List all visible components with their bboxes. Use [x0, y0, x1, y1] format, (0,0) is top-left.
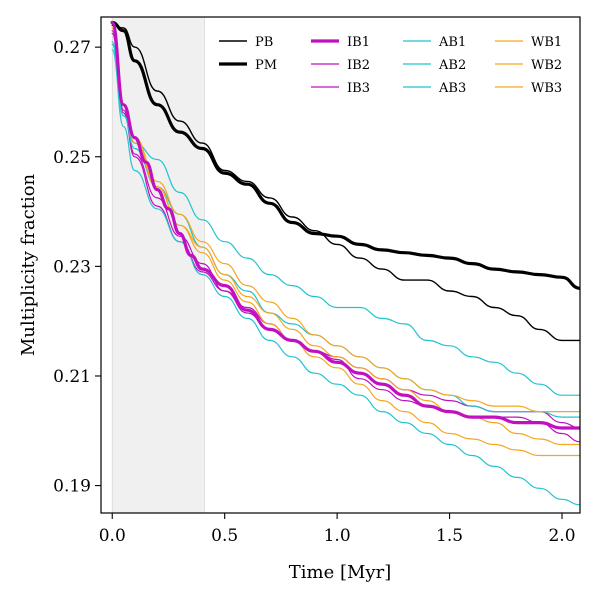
series-line-pm [110, 20, 580, 290]
series-line-ab1 [111, 41, 580, 396]
series-line-ab3 [111, 49, 580, 506]
series-line-wb3 [111, 21, 580, 457]
series-layer [110, 20, 580, 506]
legend-label-ib1: IB1 [347, 35, 370, 50]
x-ticks: 0.0 0.5 1.0 1.5 2.0 [99, 513, 576, 546]
shaded-region-layer [111, 16, 205, 514]
x-tick-label: 0.5 [211, 526, 238, 546]
series-line-wb1 [111, 24, 580, 413]
legend-label-wb2: WB2 [531, 58, 562, 73]
legend-label-pb: PB [255, 35, 273, 50]
legend-label-wb3: WB3 [531, 81, 562, 96]
y-ticks: 0.19 0.21 0.23 0.25 0.27 [53, 38, 101, 497]
legend-label-ib3: IB3 [347, 81, 370, 96]
x-tick-label: 1.5 [436, 526, 463, 546]
x-tick-label: 2.0 [548, 526, 575, 546]
shaded-region [111, 16, 205, 514]
y-tick-label: 0.27 [53, 38, 91, 58]
axes-frame [100, 16, 581, 514]
y-tick-label: 0.23 [53, 257, 91, 277]
legend-label-pm: PM [255, 58, 277, 73]
legend-label-ib2: IB2 [347, 58, 370, 73]
y-tick-label: 0.25 [53, 148, 91, 168]
y-tick-label: 0.21 [53, 367, 91, 387]
axes-border [100, 16, 581, 514]
legend: PB PM IB1 IB2 IB3 AB1 AB2 AB3 WB1 WB2 WB3 [219, 35, 562, 96]
x-axis-label: Time [Myr] [289, 562, 391, 583]
legend-label-ab2: AB2 [438, 58, 466, 73]
series-line-ib1 [110, 20, 580, 430]
x-tick-label: 1.0 [324, 526, 351, 546]
x-tick-label: 0.0 [99, 526, 126, 546]
y-axis-label: Multiplicity fraction [18, 173, 39, 356]
series-line-pb [111, 24, 580, 342]
y-tick-label: 0.19 [53, 477, 91, 497]
legend-label-ab3: AB3 [438, 81, 466, 96]
legend-label-ab1: AB1 [438, 35, 466, 50]
legend-label-wb1: WB1 [531, 35, 562, 50]
